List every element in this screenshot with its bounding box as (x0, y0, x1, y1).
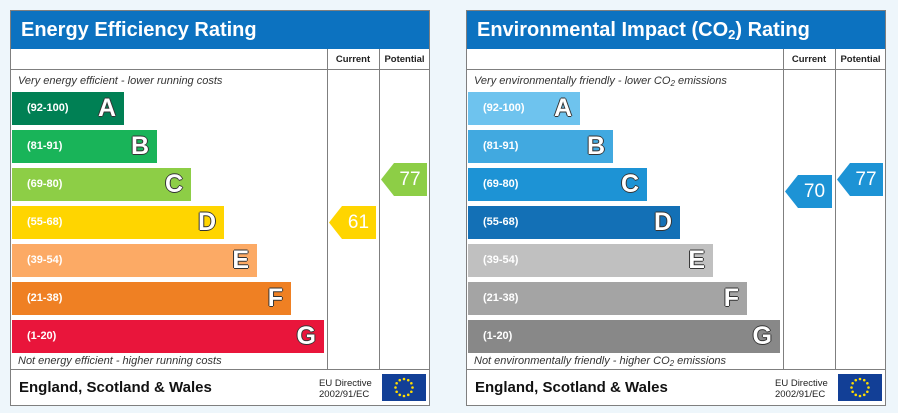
eu-star (862, 393, 866, 397)
band-range-label: (81-91) (483, 140, 519, 152)
eu-star (866, 381, 869, 385)
eu-directive-text: EU Directive 2002/91/EC (319, 378, 372, 400)
eu-star (851, 381, 854, 385)
rating-band-d: (55-68) D (12, 206, 224, 239)
eu-star (851, 390, 854, 394)
band-letter-label: C (164, 170, 183, 198)
eu-star (395, 381, 398, 385)
current-column-divider (327, 49, 328, 369)
band-letter-label: A (553, 94, 572, 122)
current-column-header: Current (335, 54, 371, 65)
rating-band-d: (55-68) D (468, 206, 680, 239)
eu-star (862, 378, 866, 382)
rating-band-c: (69-80) C (468, 168, 647, 201)
eu-directive-text: EU Directive 2002/91/EC (775, 378, 828, 400)
current-column-divider (783, 49, 784, 369)
band-range-label: (39-54) (483, 254, 519, 266)
bottom-note: Not energy efficient - higher running co… (18, 355, 222, 367)
rating-band-a: (92-100) A (468, 92, 580, 125)
band-range-label: (1-20) (483, 330, 513, 342)
energy-efficiency-panel: Energy Efficiency Rating Current Potenti… (10, 10, 430, 406)
band-letter-label: B (130, 132, 149, 160)
rating-band-c: (69-80) C (12, 168, 191, 201)
eu-star (410, 390, 413, 394)
band-letter-label: D (653, 208, 672, 236)
eu-star (402, 394, 406, 398)
eu-star (406, 393, 410, 397)
eu-flag-icon (382, 374, 426, 401)
band-range-label: (92-100) (27, 102, 69, 114)
header-divider (11, 69, 429, 70)
band-letter-label: E (232, 246, 249, 274)
eu-star (867, 386, 870, 389)
eu-star (858, 377, 862, 381)
eu-star (854, 378, 858, 382)
eu-star (411, 386, 414, 389)
band-range-label: (81-91) (27, 140, 63, 152)
current-column-header: Current (791, 54, 827, 65)
eu-star (854, 393, 858, 397)
rating-band-f: (21-38) F (468, 282, 747, 315)
top-note: Very energy efficient - lower running co… (18, 75, 223, 87)
band-range-label: (21-38) (27, 292, 63, 304)
eu-star (395, 390, 398, 394)
potential-rating-arrow: 77 (381, 163, 427, 196)
band-range-label: (55-68) (27, 216, 63, 228)
top-note: Very environmentally friendly - lower CO… (474, 75, 727, 88)
footer-region: England, Scotland & Wales (19, 379, 212, 396)
rating-band-g: (1-20) G (468, 320, 780, 353)
band-range-label: (92-100) (483, 102, 525, 114)
band-letter-label: F (723, 284, 739, 312)
potential-column-divider (379, 49, 380, 369)
rating-band-b: (81-91) B (12, 130, 157, 163)
band-range-label: (21-38) (483, 292, 519, 304)
rating-band-a: (92-100) A (12, 92, 124, 125)
eu-star (398, 393, 402, 397)
rating-band-g: (1-20) G (12, 320, 324, 353)
footer-region: England, Scotland & Wales (475, 379, 668, 396)
band-letter-label: B (586, 132, 605, 160)
footer-divider (467, 369, 885, 370)
band-range-label: (1-20) (27, 330, 57, 342)
current-rating-arrow: 61 (329, 206, 376, 239)
band-letter-label: C (620, 170, 639, 198)
eu-star (858, 394, 862, 398)
eu-star (398, 378, 402, 382)
environmental-title: Environmental Impact (CO2) Rating (467, 11, 885, 49)
rating-band-e: (39-54) E (12, 244, 257, 277)
band-letter-label: F (267, 284, 283, 312)
rating-band-e: (39-54) E (468, 244, 713, 277)
energy-title: Energy Efficiency Rating (11, 11, 429, 49)
potential-column-header: Potential (840, 54, 881, 65)
eu-star (866, 390, 869, 394)
rating-band-f: (21-38) F (12, 282, 291, 315)
eu-star (406, 378, 410, 382)
potential-column-header: Potential (384, 54, 425, 65)
header-divider (467, 69, 885, 70)
band-range-label: (69-80) (27, 178, 63, 190)
band-letter-label: G (296, 322, 316, 350)
band-range-label: (55-68) (483, 216, 519, 228)
potential-column-divider (835, 49, 836, 369)
rating-band-b: (81-91) B (468, 130, 613, 163)
footer-divider (11, 369, 429, 370)
band-letter-label: D (197, 208, 216, 236)
band-range-label: (69-80) (483, 178, 519, 190)
bottom-note: Not environmentally friendly - higher CO… (474, 355, 727, 368)
eu-star (402, 377, 406, 381)
band-range-label: (39-54) (27, 254, 63, 266)
current-rating-arrow: 70 (785, 175, 832, 208)
band-letter-label: A (97, 94, 116, 122)
environmental-impact-panel: Environmental Impact (CO2) Rating Curren… (466, 10, 886, 406)
eu-star (394, 386, 397, 389)
band-letter-label: E (688, 246, 705, 274)
eu-star (410, 381, 413, 385)
eu-star (850, 386, 853, 389)
band-letter-label: G (752, 322, 772, 350)
potential-rating-arrow: 77 (837, 163, 883, 196)
eu-flag-icon (838, 374, 882, 401)
